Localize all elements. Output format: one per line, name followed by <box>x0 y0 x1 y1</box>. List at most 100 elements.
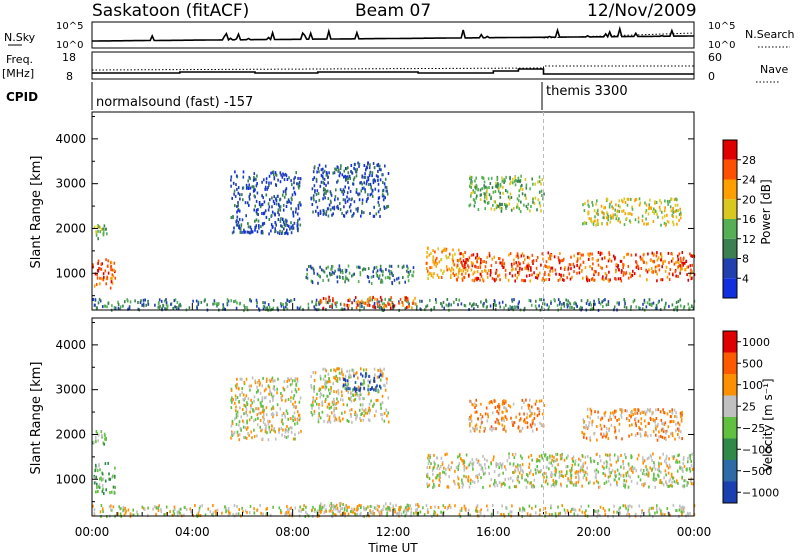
data-cell <box>588 217 591 221</box>
data-cell <box>671 480 673 484</box>
data-cell <box>604 410 607 414</box>
data-cell <box>248 433 250 437</box>
data-cell <box>399 508 401 512</box>
data-cell <box>101 435 103 439</box>
data-cell <box>668 435 670 439</box>
data-cell <box>656 279 658 283</box>
data-cell <box>614 213 616 217</box>
data-cell <box>93 440 95 444</box>
data-cell <box>576 264 578 267</box>
data-cell <box>684 479 687 483</box>
data-cell <box>501 300 504 304</box>
data-cell <box>365 168 367 172</box>
data-cell <box>260 203 263 207</box>
data-cell <box>488 186 490 189</box>
data-cell <box>671 303 674 307</box>
data-cell <box>343 507 346 511</box>
data-cell <box>154 303 156 307</box>
data-cell <box>637 408 640 412</box>
data-cell <box>381 512 383 516</box>
data-cell <box>305 505 307 509</box>
data-cell <box>313 184 316 188</box>
data-cell <box>347 176 349 180</box>
data-cell <box>608 467 610 471</box>
data-cell <box>582 462 585 466</box>
data-cell <box>599 454 601 458</box>
data-cell <box>607 278 610 282</box>
data-cell <box>450 303 452 307</box>
data-cell <box>547 251 550 255</box>
data-cell <box>364 190 367 194</box>
data-cell <box>141 303 143 307</box>
data-cell <box>328 295 330 299</box>
data-cell <box>634 412 636 415</box>
data-cell <box>584 426 587 430</box>
data-cell <box>253 176 255 179</box>
data-cell <box>493 482 495 486</box>
data-cell <box>510 208 513 212</box>
data-cell <box>502 471 504 475</box>
data-cell <box>616 510 618 514</box>
data-cell <box>367 388 369 392</box>
data-cell <box>253 395 256 399</box>
data-cell <box>362 368 365 372</box>
data-cell <box>340 372 342 376</box>
data-cell <box>538 399 541 403</box>
data-cell <box>625 479 628 483</box>
data-cell <box>286 307 289 311</box>
data-cell <box>272 199 275 203</box>
data-cell <box>288 513 291 517</box>
data-cell <box>578 477 580 481</box>
data-cell <box>372 162 375 165</box>
data-cell <box>238 508 240 512</box>
data-cell <box>676 427 679 431</box>
data-cell <box>267 186 269 190</box>
data-cell <box>100 476 102 480</box>
data-cell <box>675 215 678 219</box>
data-cell <box>496 417 498 421</box>
data-cell <box>236 410 239 414</box>
data-cell <box>624 302 626 306</box>
data-cell <box>596 510 598 514</box>
data-cell <box>361 182 363 186</box>
data-cell <box>573 302 575 306</box>
data-cell <box>357 280 360 284</box>
data-cell <box>432 275 434 279</box>
data-cell <box>377 210 380 214</box>
data-cell <box>367 176 370 180</box>
data-cell <box>360 511 362 515</box>
data-cell <box>500 512 502 516</box>
data-cell <box>600 416 603 420</box>
data-cell <box>483 427 486 430</box>
data-cell <box>129 512 132 516</box>
data-cell <box>605 480 608 484</box>
data-cell <box>247 225 250 229</box>
data-cell <box>230 424 233 428</box>
data-cell <box>538 175 541 179</box>
data-cell <box>655 201 658 204</box>
data-cell <box>531 429 534 433</box>
data-cell <box>251 376 254 380</box>
data-cell <box>639 306 641 310</box>
data-cell <box>641 307 644 311</box>
data-cell <box>618 422 621 426</box>
data-cell <box>355 392 358 395</box>
data-cell <box>627 485 630 489</box>
data-cell <box>527 455 530 459</box>
data-cell <box>664 513 666 517</box>
data-cell <box>302 507 305 511</box>
data-cell <box>649 206 652 210</box>
data-cell <box>431 468 434 472</box>
data-cell <box>376 300 378 304</box>
data-cell <box>567 268 569 272</box>
data-cell <box>476 278 478 282</box>
data-cell <box>327 380 329 384</box>
data-cell <box>611 215 613 219</box>
data-cell <box>630 469 633 472</box>
data-cell <box>668 304 670 308</box>
data-cell <box>605 430 608 434</box>
data-cell <box>668 463 671 467</box>
data-cell <box>563 508 566 512</box>
data-cell <box>437 247 439 251</box>
